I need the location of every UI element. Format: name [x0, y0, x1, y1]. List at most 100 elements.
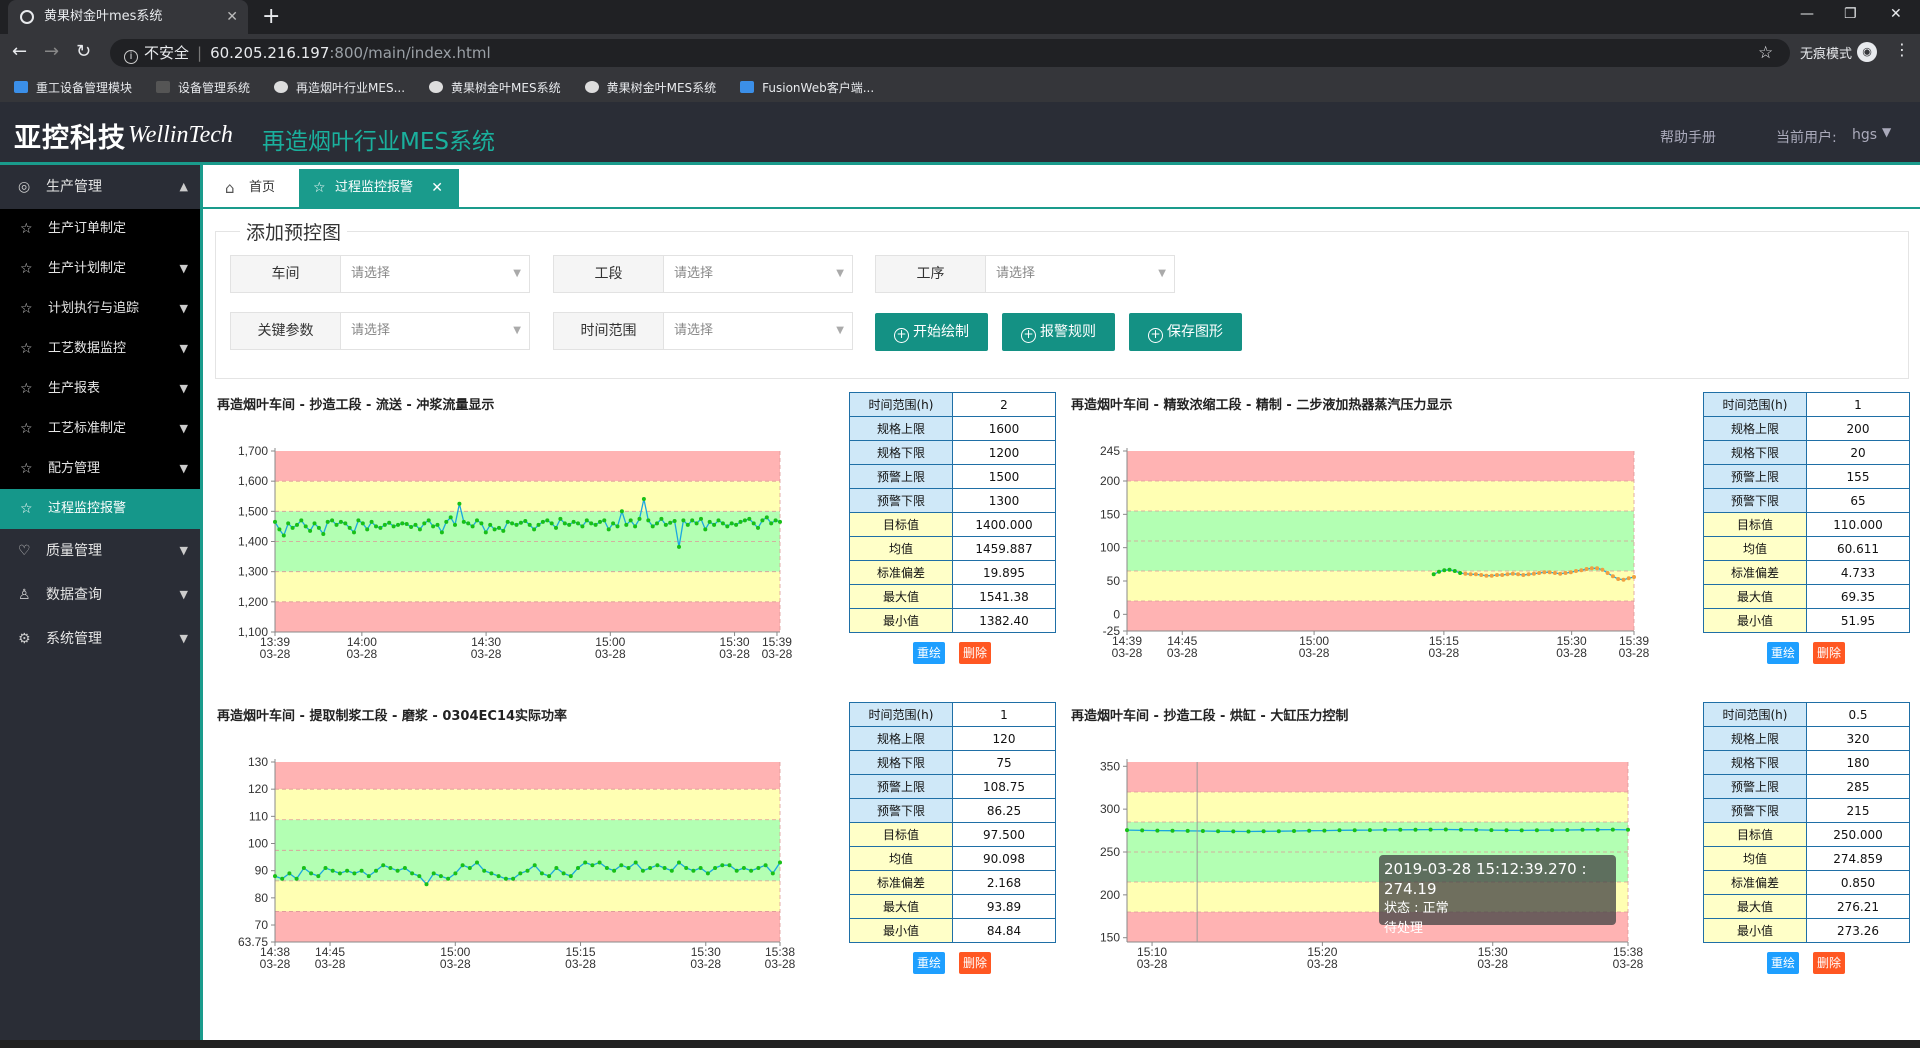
- data-point[interactable]: [391, 524, 396, 529]
- data-point[interactable]: [286, 521, 291, 526]
- data-point[interactable]: [597, 860, 602, 865]
- data-point[interactable]: [532, 863, 537, 868]
- data-point[interactable]: [527, 522, 532, 527]
- data-point[interactable]: [483, 530, 488, 535]
- data-point[interactable]: [511, 876, 516, 881]
- data-point[interactable]: [628, 518, 633, 523]
- data-point[interactable]: [562, 521, 567, 526]
- data-point[interactable]: [602, 518, 607, 523]
- data-point[interactable]: [338, 519, 343, 524]
- data-point[interactable]: [640, 868, 645, 873]
- data-point[interactable]: [1413, 827, 1418, 832]
- data-point[interactable]: [1626, 576, 1631, 581]
- close-tab-icon[interactable]: ✕: [226, 9, 238, 25]
- data-point[interactable]: [417, 874, 422, 879]
- data-point[interactable]: [345, 868, 350, 873]
- data-point[interactable]: [1442, 568, 1447, 573]
- data-point[interactable]: [756, 525, 760, 530]
- data-point[interactable]: [1170, 828, 1175, 833]
- data-point[interactable]: [1600, 567, 1605, 572]
- data-point[interactable]: [1185, 828, 1190, 833]
- data-point[interactable]: [402, 866, 407, 870]
- data-point[interactable]: [1605, 571, 1610, 575]
- data-point[interactable]: [734, 522, 739, 527]
- data-point[interactable]: [438, 874, 443, 879]
- data-point[interactable]: [514, 522, 519, 527]
- data-point[interactable]: [308, 528, 313, 533]
- data-point[interactable]: [1216, 829, 1221, 834]
- data-point[interactable]: [1200, 829, 1205, 833]
- data-point[interactable]: [374, 524, 378, 529]
- data-point[interactable]: [381, 863, 386, 868]
- data-point[interactable]: [294, 876, 299, 881]
- data-point[interactable]: [395, 868, 400, 873]
- data-point[interactable]: [720, 863, 725, 868]
- data-point[interactable]: [1484, 573, 1489, 578]
- data-point[interactable]: [681, 518, 686, 523]
- data-point[interactable]: [1140, 828, 1145, 833]
- close-window-icon[interactable]: ✕: [1890, 6, 1902, 22]
- data-point[interactable]: [598, 519, 602, 524]
- data-point[interactable]: [713, 866, 718, 870]
- data-point[interactable]: [545, 518, 550, 523]
- data-point[interactable]: [705, 871, 710, 876]
- data-point[interactable]: [1447, 567, 1452, 572]
- data-point[interactable]: [1531, 571, 1536, 576]
- sidebar-item[interactable]: ☆ 工艺标准制定 ▼: [0, 409, 200, 449]
- data-point[interactable]: [764, 515, 769, 520]
- data-point[interactable]: [479, 521, 484, 526]
- data-point[interactable]: [496, 874, 501, 879]
- data-point[interactable]: [677, 544, 681, 549]
- data-point[interactable]: [369, 519, 374, 524]
- data-point[interactable]: [1125, 828, 1129, 833]
- filter-select[interactable]: 请选择 ▼: [341, 313, 529, 349]
- back-icon[interactable]: ←: [12, 41, 28, 62]
- data-point[interactable]: [525, 868, 530, 873]
- data-point[interactable]: [659, 516, 664, 521]
- data-point[interactable]: [536, 522, 541, 527]
- data-point[interactable]: [760, 518, 765, 523]
- data-point[interactable]: [281, 533, 286, 538]
- data-point[interactable]: [277, 527, 282, 532]
- data-point[interactable]: [576, 866, 580, 870]
- data-point[interactable]: [347, 525, 352, 530]
- redraw-button[interactable]: 重绘: [913, 642, 945, 664]
- data-point[interactable]: [672, 519, 677, 523]
- data-point[interactable]: [1452, 569, 1457, 573]
- data-point[interactable]: [330, 518, 335, 523]
- data-point[interactable]: [554, 866, 559, 870]
- new-tab-button[interactable]: +: [262, 4, 281, 29]
- data-point[interactable]: [1443, 827, 1448, 832]
- data-point[interactable]: [453, 871, 458, 876]
- data-point[interactable]: [424, 882, 429, 887]
- data-point[interactable]: [489, 871, 494, 876]
- data-point[interactable]: [619, 863, 624, 868]
- data-point[interactable]: [619, 509, 624, 514]
- data-point[interactable]: [417, 527, 422, 532]
- data-point[interactable]: [422, 521, 427, 526]
- data-point[interactable]: [325, 519, 330, 524]
- data-point[interactable]: [590, 863, 595, 868]
- sidebar-item[interactable]: ☆ 计划执行与追踪 ▼: [0, 289, 200, 329]
- redraw-button[interactable]: 重绘: [1767, 642, 1799, 664]
- data-point[interactable]: [1589, 566, 1594, 571]
- bookmark-item[interactable]: 黄果树金叶MES系统: [429, 79, 561, 96]
- data-point[interactable]: [532, 527, 537, 532]
- data-point[interactable]: [685, 522, 690, 527]
- sidebar-group[interactable]: ♙ 数据查询 ▼: [0, 573, 200, 617]
- data-point[interactable]: [439, 530, 444, 535]
- data-point[interactable]: [1322, 828, 1327, 833]
- data-point[interactable]: [539, 871, 544, 876]
- data-point[interactable]: [637, 516, 642, 521]
- data-point[interactable]: [1626, 827, 1630, 832]
- data-point[interactable]: [467, 866, 472, 870]
- bookmark-star-icon[interactable]: ☆: [1758, 43, 1774, 63]
- data-point[interactable]: [1563, 571, 1568, 575]
- data-point[interactable]: [606, 527, 611, 532]
- sidebar-item[interactable]: ☆ 生产计划制定 ▼: [0, 249, 200, 289]
- info-icon[interactable]: i: [124, 50, 138, 64]
- data-point[interactable]: [492, 527, 497, 532]
- data-point[interactable]: [1537, 571, 1542, 575]
- data-point[interactable]: [400, 521, 405, 526]
- data-point[interactable]: [1337, 828, 1342, 833]
